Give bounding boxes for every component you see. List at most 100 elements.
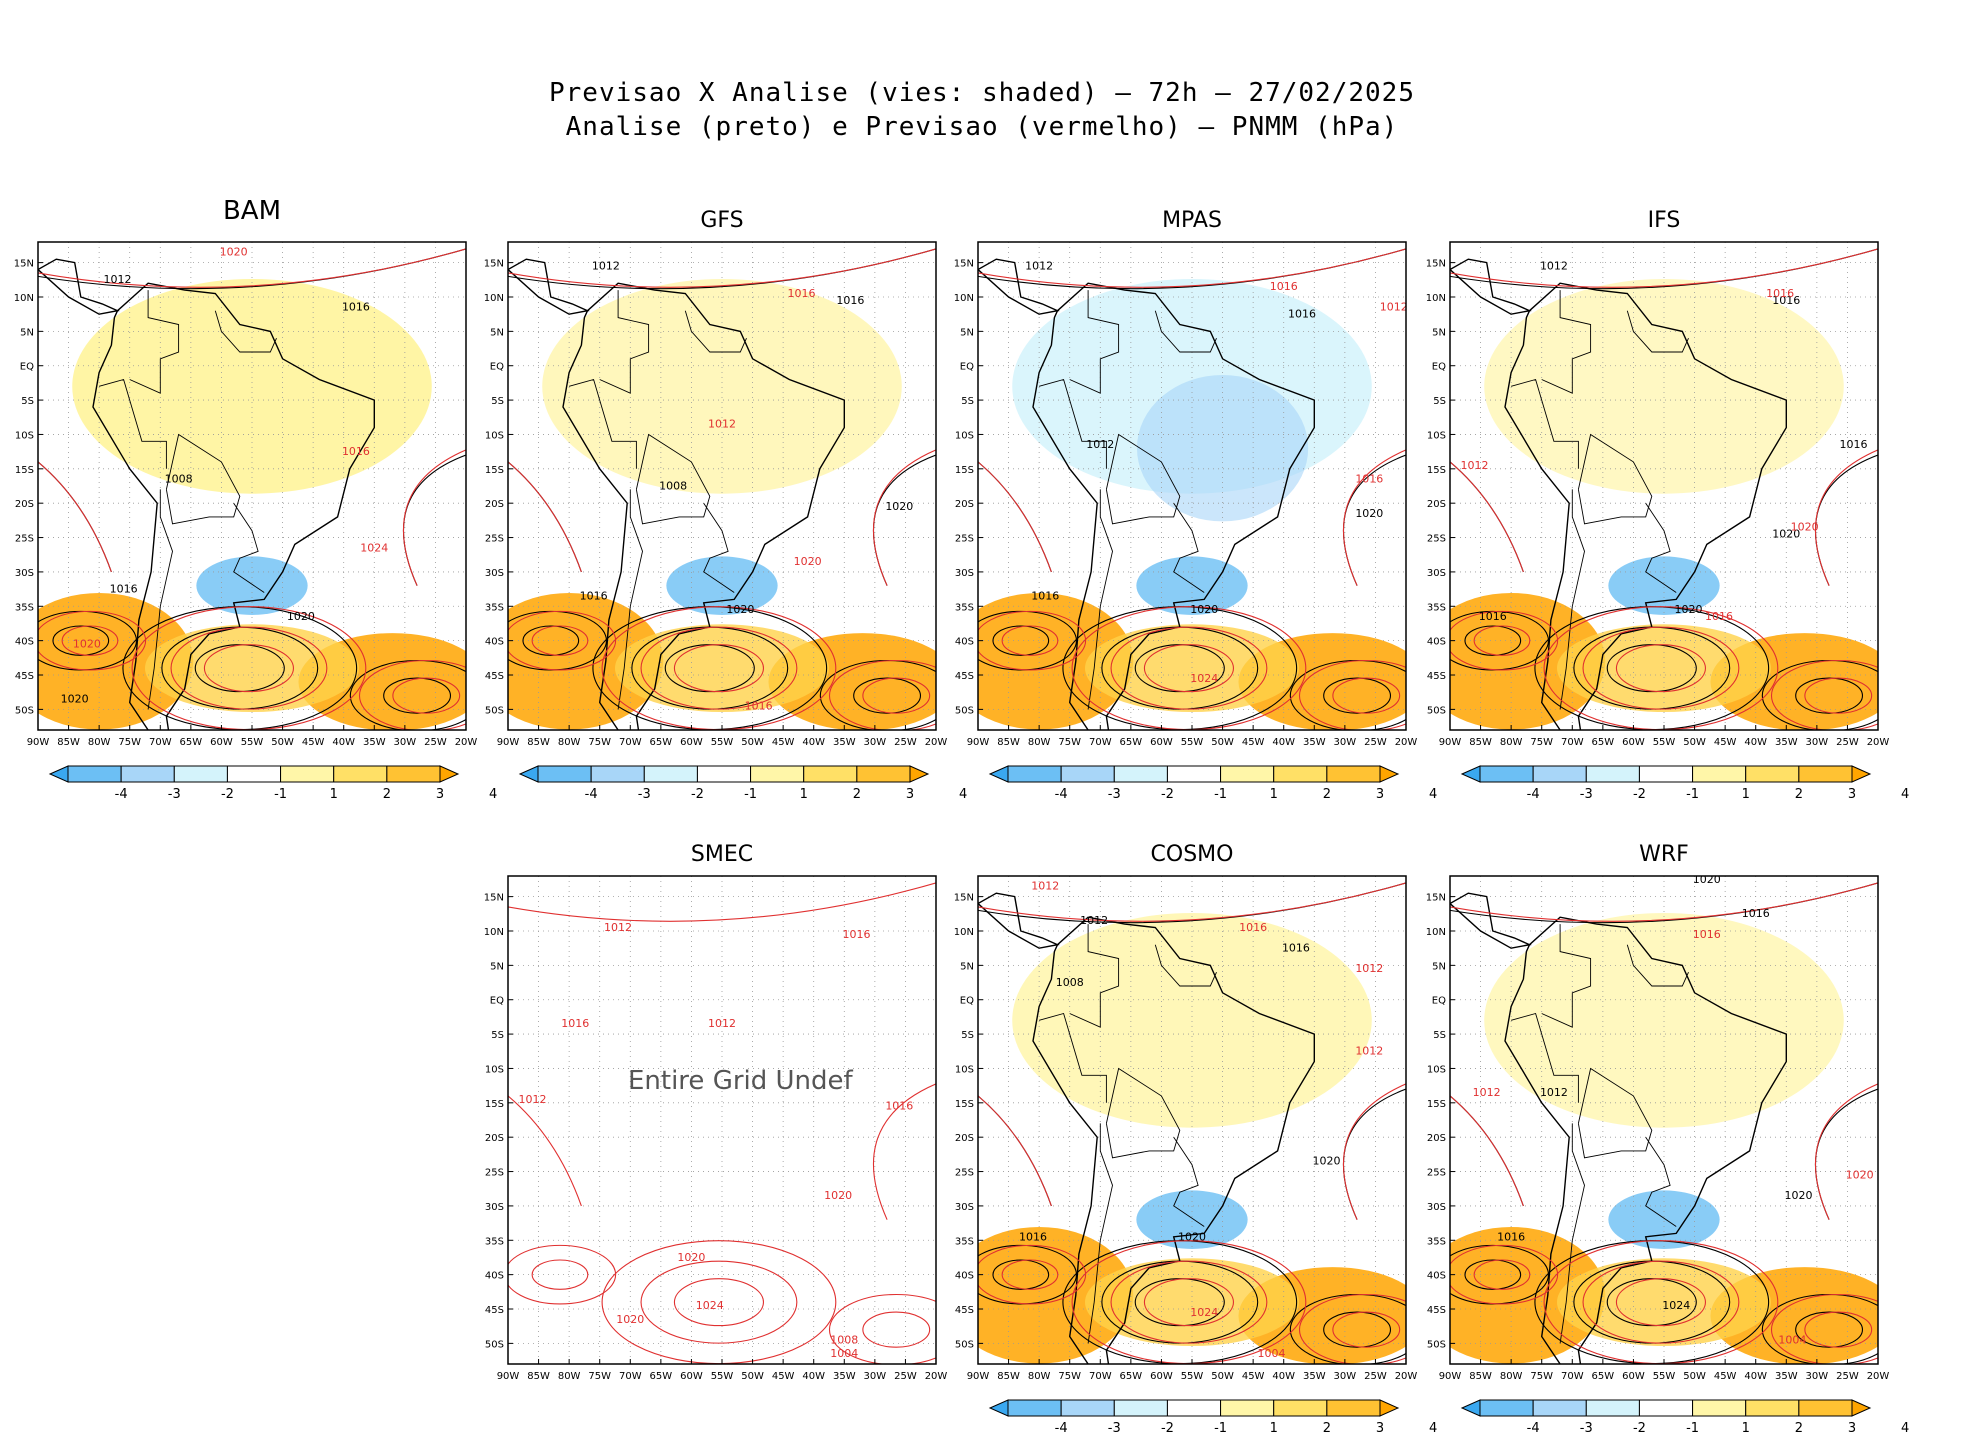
coastline	[508, 258, 590, 315]
isobar	[992, 625, 1050, 656]
analysis-contour-label: 1020	[1355, 507, 1383, 520]
x-tick-label: 20W	[925, 737, 948, 748]
y-tick-label: 10S	[955, 1064, 974, 1075]
x-tick-label: 60W	[1150, 1371, 1173, 1382]
isobar	[403, 449, 466, 586]
x-tick-label: 70W	[1089, 737, 1112, 748]
analysis-contour-label: 1016	[1282, 942, 1310, 955]
y-tick-label: 5N	[1432, 327, 1446, 338]
analysis-contour-label: 1012	[1086, 438, 1114, 451]
country-border	[617, 489, 643, 710]
panel-map: 1012101610161020101610201016101210201016…	[1426, 241, 1909, 802]
country-border	[568, 378, 637, 469]
y-tick-label: 50S	[485, 1339, 504, 1350]
isobar	[61, 625, 119, 656]
colorbar-segment	[1166, 1399, 1222, 1417]
isobar	[1815, 449, 1878, 586]
colorbar-label: -4	[1527, 787, 1540, 802]
x-tick-label: 30W	[1334, 737, 1357, 748]
x-tick-label: 65W	[650, 1371, 673, 1382]
y-tick-label: 15S	[15, 465, 34, 476]
y-tick-label: 45S	[485, 671, 504, 682]
y-tick-label: 35S	[485, 1236, 504, 1247]
analysis-contour-label: 1020	[1313, 1155, 1341, 1168]
coastline	[978, 258, 1060, 315]
x-tick-label: 25W	[424, 737, 447, 748]
isobar	[38, 461, 112, 573]
x-tick-label: 25W	[894, 737, 917, 748]
panel-bam: BAM 1012 1016 1008 1020 1016 1020 1020 1016 1024 1…	[0, 192, 508, 810]
x-tick-label: 35W	[833, 737, 856, 748]
analysis-contour-label: 1016	[1288, 308, 1316, 321]
colorbar-label: -3	[168, 787, 181, 802]
x-tick-label: 70W	[149, 737, 172, 748]
colorbar-segment	[1745, 765, 1800, 783]
y-tick-label: 25S	[955, 1168, 974, 1179]
forecast-contour-label: 1024	[360, 541, 388, 554]
colorbar-segment	[1379, 765, 1400, 783]
colorbar-label: -4	[1527, 1421, 1540, 1436]
isobar	[1770, 1293, 1878, 1364]
isobar	[1795, 677, 1864, 714]
colorbar-segment	[1273, 1399, 1328, 1417]
y-tick-label: 30S	[485, 1202, 504, 1213]
bias-area	[978, 592, 1134, 730]
panel-smec: SMEC 1012 1016 1016 1012 1012 1016 1020 1020 1024…	[470, 826, 978, 1444]
isobar	[1615, 1278, 1707, 1327]
x-tick-label: 55W	[711, 737, 734, 748]
y-tick-label: 10N	[954, 927, 974, 938]
analysis-contour-label: 1016	[110, 583, 138, 596]
y-tick-label: 30S	[955, 1202, 974, 1213]
y-tick-label: 10N	[484, 293, 504, 304]
isobar	[383, 677, 452, 714]
isobar	[1323, 1311, 1392, 1348]
colorbar-label: -3	[1108, 1421, 1121, 1436]
y-tick-label: 40S	[15, 637, 34, 648]
colorbar-segment	[1060, 1399, 1115, 1417]
x-tick-label: 40W	[332, 737, 355, 748]
x-tick-label: 35W	[833, 1371, 856, 1382]
y-tick-label: 30S	[1427, 1202, 1446, 1213]
analysis-contour-label: 1008	[1056, 976, 1084, 989]
colorbar-segment	[1113, 1399, 1168, 1417]
y-tick-label: 10S	[1427, 430, 1446, 441]
y-tick-label: 50S	[485, 705, 504, 716]
analysis-contour-label: 1020	[287, 610, 315, 623]
country-border	[1626, 310, 1689, 353]
colorbar-label: -3	[1580, 1421, 1593, 1436]
country-border	[1105, 433, 1181, 525]
panel-wrf: WRF 1020 1016 1012 1024 1016 1020 1016 1012 1020 1…	[1412, 826, 1920, 1444]
analysis-contour-label: 1016	[1840, 438, 1868, 451]
colorbar-label: 3	[1376, 1421, 1384, 1436]
x-tick-label: 40W	[1272, 737, 1295, 748]
panel-title: COSMO	[1150, 842, 1234, 867]
x-tick-label: 30W	[864, 1371, 887, 1382]
isobar	[1450, 610, 1559, 671]
colorbar-label: -1	[1214, 1421, 1227, 1436]
colorbar-segment	[696, 765, 752, 783]
x-tick-label: 50W	[741, 1371, 764, 1382]
x-tick-label: 45W	[1714, 737, 1737, 748]
panel-title: MPAS	[1162, 208, 1222, 233]
y-tick-label: EQ	[20, 362, 34, 373]
colorbar: -4 -3 -2 -1 1 2 3 4	[988, 765, 1437, 802]
colorbar-segment	[1220, 1399, 1275, 1417]
colorbar-segment	[1479, 1399, 1534, 1417]
y-tick-label: 5N	[20, 327, 34, 338]
panel-map: 1012 1016 1012 1020 1016 1020 1016 1012 1016 1024…	[954, 241, 1437, 802]
x-tick-label: 75W	[588, 737, 611, 748]
y-tick-label: 10S	[15, 430, 34, 441]
forecast-contour-label: 1012	[1473, 1086, 1501, 1099]
colorbar: -4 -3 -2 -1 1 2 3 4	[48, 765, 497, 802]
analysis-contour-label: 1016	[1479, 610, 1507, 623]
x-tick-label: 75W	[1058, 1371, 1081, 1382]
panel-title: IFS	[1647, 208, 1681, 233]
x-tick-label: 90W	[967, 1371, 990, 1382]
country-border	[214, 310, 277, 353]
colorbar-label: -4	[585, 787, 598, 802]
coastline	[978, 892, 1060, 949]
y-tick-label: 10N	[14, 293, 34, 304]
colorbar-segment	[386, 765, 441, 783]
colorbar-segment	[1007, 765, 1062, 783]
bias-area	[1450, 592, 1606, 730]
